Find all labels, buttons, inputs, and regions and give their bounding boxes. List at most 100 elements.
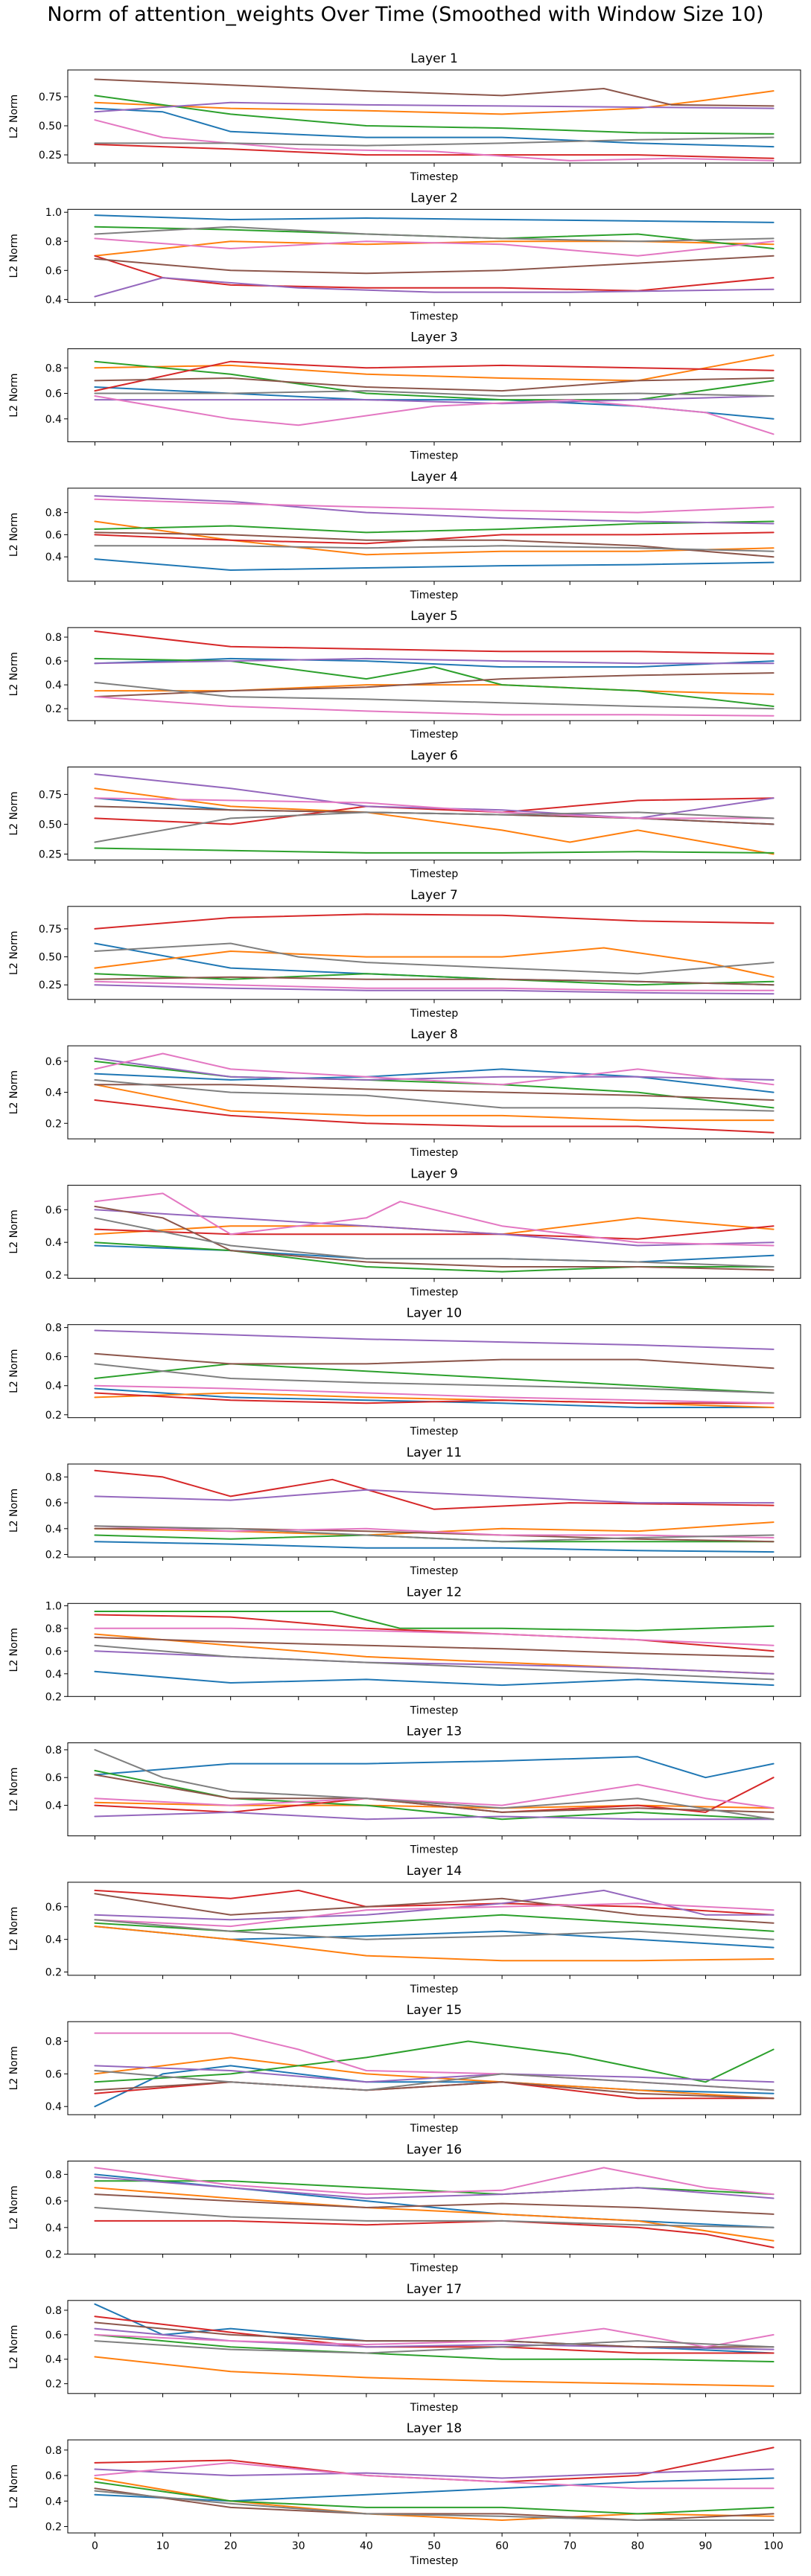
layer-5-y-tick-label: 0.6: [45, 656, 62, 668]
layer-17-series-8-line: [94, 2340, 775, 2354]
layer-17-series-4-line: [94, 2315, 775, 2354]
x-tick-label: 40: [360, 2540, 373, 2552]
layer-17-title: Layer 17: [407, 2282, 462, 2297]
layer-11-series-1-line: [94, 1541, 775, 1553]
layer-16-y-tick-label: 0.6: [45, 2196, 62, 2208]
layer-1-x-axis-label: Timestep: [410, 171, 459, 183]
layer-13-title: Layer 13: [407, 1725, 462, 1739]
layer-7-series-7-line: [94, 980, 775, 991]
layer-18-x-axis-label: Timestep: [410, 2555, 459, 2567]
layer-7-series-6-line: [94, 976, 775, 986]
layer-7-series-3-line: [94, 973, 775, 986]
layer-1-series-2-line: [94, 90, 775, 115]
layer-10-y-tick-label: 0.8: [45, 1323, 62, 1335]
layer-3-series-6-line: [94, 377, 775, 392]
layer-15-series-6-line: [94, 2081, 775, 2100]
layer-9-y-tick-label: 0.2: [45, 1270, 62, 1282]
layer-4-series-6-line: [94, 531, 775, 558]
layer-4-chart: Layer 4 0.4 0.6 0.8 Timestep L2 Norm: [8, 470, 801, 601]
layer-11-y-tick-label: 0.8: [45, 1471, 62, 1483]
layer-18-y-tick-label: 0.6: [45, 2470, 62, 2482]
layer-3-y-tick-label: 0.6: [45, 389, 62, 400]
layer-7-plot-frame: [67, 906, 801, 1000]
layer-15-series-3-line: [94, 2040, 775, 2083]
layer-9-y-axis-label: L2 Norm: [8, 1209, 20, 1253]
layer-3-series-4-line: [94, 360, 775, 392]
layer-17-x-axis-label: Timestep: [410, 2402, 459, 2414]
layer-16-series-1-line: [94, 2173, 775, 2228]
layer-12-y-tick-label: 0.2: [45, 1691, 62, 1703]
layer-18-series-7-line: [94, 2461, 775, 2490]
layer-6-y-tick-label: 0.25: [39, 848, 62, 860]
layer-16-series-2-line: [94, 2187, 775, 2242]
layer-3-series-5-line: [94, 395, 775, 405]
layer-4-series-1-line: [94, 558, 775, 571]
layer-10-series-4-line: [94, 1392, 775, 1404]
layer-6-chart: Layer 6 0.25 0.50 0.75 Timestep L2 Norm: [8, 749, 801, 880]
layer-10-title: Layer 10: [407, 1306, 462, 1321]
layer-6-series-5-line: [94, 773, 775, 819]
layer-7-series-8-line: [94, 942, 775, 975]
layer-13-x-axis-label: Timestep: [410, 1844, 459, 1856]
layer-17-series-7-line: [94, 2327, 775, 2348]
layer-1-series-3-line: [94, 95, 775, 135]
layer-10-chart: Layer 10 0.2 0.4 0.6 0.8 Timestep L2 Norm: [8, 1306, 801, 1438]
layer-11-series-4-line: [94, 1469, 775, 1510]
layer-9-series-4-line: [94, 1225, 775, 1240]
layer-7-series-5-line: [94, 984, 775, 995]
layer-3-y-tick-label: 0.8: [45, 362, 62, 374]
layer-4-series-3-line: [94, 520, 775, 534]
layer-3-y-tick-label: 0.4: [45, 414, 62, 426]
layer-16-chart: Layer 16 0.2 0.4 0.6 0.8 Timestep L2 Norm: [8, 2143, 801, 2275]
layer-12-title: Layer 12: [407, 1585, 462, 1599]
layer-11-y-tick-label: 0.6: [45, 1498, 62, 1509]
layer-18-plot-frame: [67, 2439, 801, 2534]
layer-6-series-2-line: [94, 787, 775, 855]
layer-6-series-8-line: [94, 811, 775, 843]
layer-13-y-axis-label: L2 Norm: [8, 1767, 20, 1811]
layer-8-x-axis-label: Timestep: [410, 1147, 459, 1159]
layer-12-y-tick-label: 0.8: [45, 1623, 62, 1635]
layer-14-series-2-line: [94, 1925, 775, 1962]
layer-14-y-axis-label: L2 Norm: [8, 1907, 20, 1951]
layer-13-series-6-line: [94, 1774, 775, 1813]
layer-14-y-tick-label: 0.6: [45, 1902, 62, 1914]
layer-17-series-3-line: [94, 2333, 775, 2362]
layer-7-chart: Layer 7 0.25 0.50 0.75 Timestep L2 Norm: [8, 888, 801, 1020]
x-tick-label: 60: [495, 2540, 509, 2552]
layer-9-y-tick-label: 0.4: [45, 1237, 62, 1249]
layer-5-series-6-line: [94, 672, 775, 698]
x-tick-label: 90: [699, 2540, 713, 2552]
layer-1-title: Layer 1: [410, 51, 458, 66]
layer-15-y-tick-label: 0.8: [45, 2036, 62, 2048]
layer-18-series-5-line: [94, 2468, 775, 2479]
layer-1-series-7-line: [94, 119, 775, 162]
layer-11-y-tick-label: 0.4: [45, 1524, 62, 1535]
layer-1-series-5-line: [94, 101, 775, 113]
layer-5-series-1-line: [94, 657, 775, 668]
layer-13-series-1-line: [94, 1756, 775, 1779]
layer-6-series-4-line: [94, 797, 775, 825]
layer-11-series-7-line: [94, 1525, 775, 1538]
layer-16-y-axis-label: L2 Norm: [8, 2185, 20, 2229]
layer-12-x-axis-label: Timestep: [410, 1704, 459, 1716]
layer-8-series-4-line: [94, 1099, 775, 1134]
layer-8-series-1-line: [94, 1068, 775, 1093]
layer-2-y-tick-label: 0.8: [45, 236, 62, 248]
layer-6-title: Layer 6: [410, 749, 458, 764]
layer-3-title: Layer 3: [410, 330, 458, 345]
layer-5-series-7-line: [94, 696, 775, 717]
layer-15-x-axis-label: Timestep: [410, 2123, 459, 2135]
layer-7-y-tick-label: 0.75: [39, 924, 62, 936]
layer-5-series-8-line: [94, 681, 775, 710]
layer-16-y-tick-label: 0.4: [45, 2222, 62, 2234]
layer-8-chart: Layer 8 0.2 0.4 0.6 Timestep L2 Norm: [8, 1027, 801, 1159]
layer-14-y-tick-label: 0.2: [45, 1967, 62, 1979]
layer-17-series-2-line: [94, 2356, 775, 2387]
layer-6-series-3-line: [94, 847, 775, 854]
layer-4-series-7-line: [94, 498, 775, 514]
layer-18-y-axis-label: L2 Norm: [8, 2464, 20, 2508]
layer-16-series-5-line: [94, 2176, 775, 2199]
layer-17-y-tick-label: 0.8: [45, 2305, 62, 2317]
layer-5-series-2-line: [94, 684, 775, 695]
